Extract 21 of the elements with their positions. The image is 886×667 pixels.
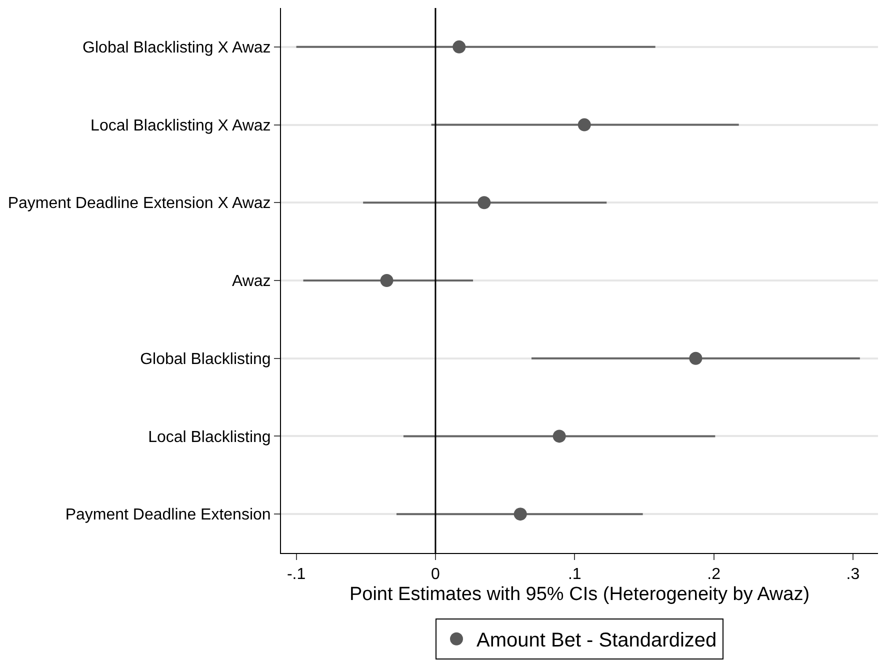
- y-tick-label: Payment Deadline Extension: [65, 506, 271, 524]
- point: [514, 508, 527, 521]
- y-tick-label: Local Blacklisting X Awaz: [90, 117, 271, 134]
- point: [478, 196, 491, 210]
- y-tick-label: Local Blacklisting: [148, 428, 271, 446]
- y-tick-label: Awaz: [232, 273, 271, 290]
- point: [552, 430, 566, 443]
- legend-label: Amount Bet - Standardized: [476, 630, 717, 652]
- x-axis-title: Point Estimates with 95% CIs (Heterogeneity by Awaz): [349, 584, 810, 605]
- x-tick-label: .1: [568, 566, 582, 584]
- point: [380, 274, 394, 287]
- x-tick-label: -.1: [286, 566, 306, 584]
- point: [578, 118, 591, 132]
- x-tick-label: 0: [431, 566, 440, 584]
- x-tick-label: .2: [707, 566, 721, 584]
- y-tick-label: Payment Deadline Extension X Awaz: [8, 195, 271, 212]
- x-tick-label: .3: [846, 566, 860, 584]
- point: [452, 40, 466, 54]
- point: [689, 352, 702, 365]
- y-tick-label: Global Blacklisting: [140, 350, 271, 368]
- y-tick-label: Global Blacklisting X Awaz: [82, 40, 271, 57]
